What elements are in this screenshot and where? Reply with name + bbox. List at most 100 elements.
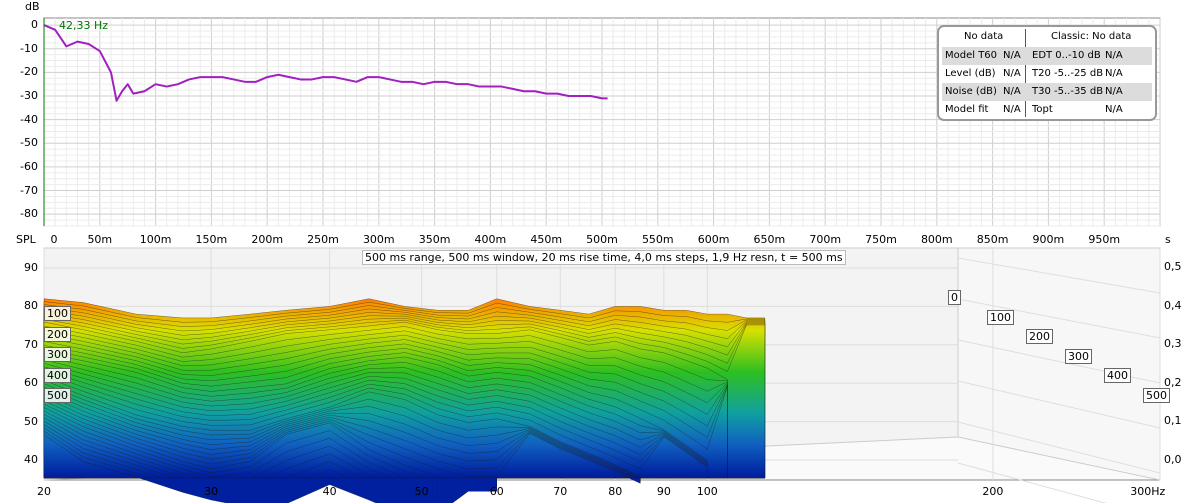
x-tick-label: 600m bbox=[697, 233, 730, 246]
x-tick-label: 500m bbox=[586, 233, 618, 246]
x-tick-label: 400m bbox=[474, 233, 507, 246]
t60-separator bbox=[1025, 29, 1026, 117]
x-tick-label: 250m bbox=[307, 233, 339, 246]
t60-row-metric-value: N/A bbox=[1105, 68, 1123, 79]
waterfall-title: 500 ms range, 500 ms window, 20 ms rise … bbox=[362, 250, 846, 265]
y-tick-label: -20 bbox=[20, 65, 38, 79]
y-tick-label: -30 bbox=[20, 89, 38, 102]
spl-tick-label: 90 bbox=[24, 261, 38, 274]
time-depth-tick-label: 0,3 bbox=[1164, 337, 1182, 351]
waterfall-slice bbox=[43, 434, 439, 503]
time-depth-tick-label: 0,5 bbox=[1164, 260, 1182, 273]
x-tick-label: 300m bbox=[362, 233, 395, 246]
grid-line-depth bbox=[957, 380, 1161, 429]
x-tick-label: 700m bbox=[809, 233, 842, 246]
time-axis-left-label: SPL bbox=[16, 233, 36, 246]
t60-row-label: Noise (dB) bbox=[945, 86, 997, 97]
x-tick-label: 900m bbox=[1032, 233, 1065, 246]
t60-row-value: N/A bbox=[1003, 50, 1021, 61]
t60-right-header: Classic: No data bbox=[1051, 31, 1132, 42]
x-tick-label: 350m bbox=[418, 233, 451, 246]
x-tick-label: 750m bbox=[865, 233, 897, 246]
x-tick-label: 550m bbox=[641, 233, 674, 246]
time-axis-right-label: s bbox=[1165, 233, 1171, 246]
frequency-tick-label: 200 bbox=[982, 485, 1004, 498]
time-depth-tick-label: 0,4 bbox=[1164, 298, 1182, 312]
top-ylabel: dB bbox=[25, 0, 40, 13]
frequency-tick-label: 20 bbox=[37, 485, 51, 498]
t60-row-metric: T30 -5..-35 dB bbox=[1032, 86, 1104, 97]
spl-tick-label: 80 bbox=[24, 299, 38, 313]
y-tick-label: -10 bbox=[20, 41, 38, 55]
t60-row-label: Model T60 bbox=[945, 50, 998, 61]
t60-row-metric: Topt bbox=[1032, 104, 1053, 115]
frequency-tick-label: 100 bbox=[696, 485, 718, 498]
depth-label: 400 bbox=[44, 367, 71, 383]
x-tick-label: 800m bbox=[920, 233, 953, 246]
spl-tick-label: 40 bbox=[24, 453, 38, 466]
y-tick-label: -60 bbox=[20, 159, 38, 173]
depth-label: 300 bbox=[44, 347, 71, 362]
t60-row-value: N/A bbox=[1003, 68, 1021, 79]
y-tick-label: -80 bbox=[20, 207, 38, 221]
y-tick-label: -70 bbox=[20, 183, 38, 197]
x-tick-label: 850m bbox=[976, 233, 1009, 246]
t60-row-value: N/A bbox=[1003, 86, 1021, 97]
t60-row-metric-value: N/A bbox=[1105, 104, 1123, 115]
depth-label: 200 bbox=[1026, 329, 1053, 344]
depth-label: 200 bbox=[44, 326, 71, 342]
x-tick-label: 650m bbox=[753, 233, 786, 246]
waterfall-slices bbox=[43, 298, 766, 503]
depth-label: 100 bbox=[44, 306, 71, 321]
x-tick-label: 50m bbox=[87, 233, 113, 246]
x-tick-label: 200m bbox=[251, 233, 284, 246]
frequency-tick-label: 300Hz bbox=[1130, 485, 1166, 498]
time-depth-tick-label: 0,2 bbox=[1164, 375, 1182, 389]
y-tick-label: -40 bbox=[20, 112, 38, 126]
frequency-tick-label: 60 bbox=[489, 485, 504, 498]
frequency-tick-label: 70 bbox=[553, 485, 568, 498]
t60-row-metric-value: N/A bbox=[1105, 50, 1123, 61]
frequency-tick-label: 50 bbox=[414, 485, 429, 498]
t60-row-value: N/A bbox=[1003, 104, 1021, 115]
spl-tick-label: 70 bbox=[24, 337, 38, 351]
x-tick-label: 0 bbox=[50, 233, 58, 246]
t60-row-metric: T20 -5..-25 dB bbox=[1032, 68, 1104, 79]
depth-label: 500 bbox=[1143, 387, 1170, 403]
depth-label: 100 bbox=[987, 309, 1014, 325]
t60-row-metric-value: N/A bbox=[1105, 86, 1123, 97]
time-depth-tick-label: 0,0 bbox=[1164, 453, 1182, 466]
x-tick-label: 950m bbox=[1088, 233, 1121, 246]
spl-tick-label: 50 bbox=[24, 414, 38, 428]
t60-row-label: Model fit bbox=[945, 104, 989, 115]
depth-label: 300 bbox=[1065, 348, 1092, 364]
grid-line-depth bbox=[957, 421, 1161, 474]
t60-row: Noise (dB) N/A T30 -5..-35 dB N/A bbox=[942, 83, 1152, 101]
grid-line-depth bbox=[957, 257, 1161, 294]
x-tick-label: 150m bbox=[195, 233, 228, 246]
depth-label: 0 bbox=[948, 290, 961, 305]
depth-label: 500 bbox=[44, 388, 71, 403]
x-tick-label: 450m bbox=[530, 233, 563, 246]
t60-row: Model T60 N/A EDT 0..-10 dB N/A bbox=[942, 47, 1152, 65]
t60-left-header: No data bbox=[964, 31, 1004, 42]
t60-row-label: Level (dB) bbox=[945, 68, 996, 79]
frequency-tick-label: 30 bbox=[204, 485, 219, 498]
y-tick-label: -50 bbox=[20, 136, 38, 150]
y-tick-label: 0 bbox=[31, 18, 38, 32]
depth-label: 400 bbox=[1104, 368, 1131, 383]
frequency-tick-label: 90 bbox=[656, 485, 671, 498]
t60-row: Level (dB) N/A T20 -5..-25 dB N/A bbox=[942, 65, 1152, 83]
grid-line-depth bbox=[957, 462, 1107, 503]
grid-line-depth bbox=[957, 298, 1161, 339]
t60-row-metric: EDT 0..-10 dB bbox=[1032, 50, 1101, 61]
frequency-tick-label: 80 bbox=[608, 485, 623, 498]
t60-results-panel: No data Classic: No data Model T60 N/A E… bbox=[937, 25, 1157, 121]
t60-row: Model fit N/A Topt N/A bbox=[942, 101, 1152, 119]
time-depth-tick-label: 0,1 bbox=[1164, 414, 1182, 428]
frequency-marker-label: 42,33 Hz bbox=[59, 19, 109, 32]
frequency-tick-label: 40 bbox=[322, 485, 337, 498]
spl-tick-label: 60 bbox=[24, 376, 38, 390]
decay-series-line bbox=[43, 24, 608, 102]
